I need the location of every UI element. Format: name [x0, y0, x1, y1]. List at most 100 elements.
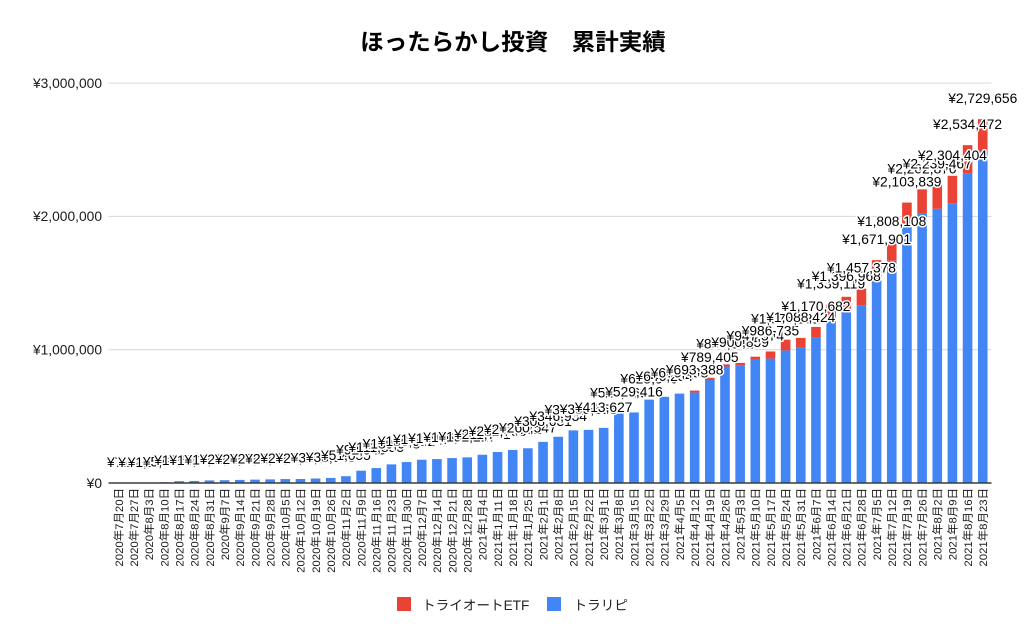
svg-text:2021: 2021	[735, 535, 747, 560]
svg-text:11: 11	[402, 524, 414, 536]
svg-text:2: 2	[341, 499, 353, 505]
svg-text:¥529,416: ¥529,416	[604, 384, 663, 399]
svg-text:2020: 2020	[432, 548, 444, 573]
svg-text:3: 3	[599, 517, 611, 523]
svg-text:¥179,400: ¥179,400	[407, 431, 466, 446]
svg-text:¥139,648: ¥139,648	[362, 436, 421, 451]
svg-text:6: 6	[811, 517, 823, 523]
svg-text:2021: 2021	[796, 541, 808, 566]
svg-text:2021: 2021	[948, 535, 960, 560]
svg-text:2021: 2021	[872, 535, 884, 560]
svg-text:2021: 2021	[720, 541, 732, 566]
svg-text:19: 19	[902, 499, 914, 512]
svg-text:22: 22	[584, 499, 596, 512]
svg-text:¥693,388: ¥693,388	[665, 363, 724, 378]
svg-text:12: 12	[690, 499, 702, 512]
svg-text:6: 6	[857, 523, 869, 529]
svg-text:1: 1	[508, 523, 520, 529]
svg-text:12: 12	[447, 523, 459, 536]
svg-text:2021: 2021	[629, 541, 641, 566]
svg-text:26: 26	[720, 499, 732, 512]
svg-text:11: 11	[387, 524, 399, 536]
svg-text:5: 5	[675, 499, 687, 505]
svg-text:20: 20	[114, 499, 126, 512]
svg-text:4: 4	[705, 523, 717, 529]
svg-text:2021: 2021	[842, 541, 854, 566]
svg-text:¥890,041: ¥890,041	[695, 336, 754, 351]
svg-text:2021: 2021	[523, 541, 535, 566]
svg-text:¥192,217: ¥192,217	[437, 429, 496, 444]
svg-text:2020: 2020	[235, 541, 247, 566]
svg-text:3: 3	[614, 517, 626, 523]
svg-text:1: 1	[523, 523, 535, 529]
svg-text:11: 11	[356, 518, 368, 530]
svg-text:¥398,555: ¥398,555	[559, 402, 618, 417]
svg-text:8: 8	[174, 523, 186, 529]
svg-text:2021: 2021	[554, 535, 566, 560]
svg-text:2021: 2021	[538, 535, 550, 560]
svg-text:2020: 2020	[265, 541, 277, 566]
svg-text:21: 21	[447, 499, 459, 512]
svg-text:2020: 2020	[281, 541, 293, 566]
svg-text:9: 9	[356, 499, 368, 505]
svg-text:2021: 2021	[857, 541, 869, 566]
svg-text:¥33,800: ¥33,800	[290, 450, 341, 465]
svg-text:10: 10	[326, 523, 338, 536]
svg-text:2020: 2020	[387, 548, 399, 573]
svg-text:31: 31	[796, 499, 808, 512]
svg-text:6: 6	[826, 523, 838, 529]
svg-text:¥19,530: ¥19,530	[184, 452, 235, 467]
svg-text:¥211,741: ¥211,741	[453, 427, 511, 442]
svg-text:8: 8	[933, 517, 945, 523]
svg-text:2021: 2021	[826, 541, 838, 566]
svg-text:9: 9	[220, 517, 232, 523]
svg-text:2020: 2020	[417, 541, 429, 566]
svg-text:2020: 2020	[296, 548, 308, 573]
svg-text:¥21,030: ¥21,030	[199, 452, 250, 467]
svg-text:¥177: ¥177	[117, 455, 149, 470]
svg-text:8: 8	[978, 523, 990, 529]
svg-text:5: 5	[751, 523, 763, 529]
svg-text:¥1,075,381: ¥1,075,381	[750, 312, 820, 327]
svg-text:¥260,547: ¥260,547	[498, 420, 557, 435]
svg-text:9: 9	[250, 523, 262, 529]
svg-text:7: 7	[917, 523, 929, 529]
svg-text:¥2,534,472: ¥2,534,472	[932, 117, 1002, 132]
svg-text:¥1,000,000: ¥1,000,000	[32, 343, 102, 358]
svg-text:¥1,457,378: ¥1,457,378	[826, 261, 896, 276]
svg-text:2020: 2020	[190, 541, 202, 566]
svg-text:¥29,542: ¥29,542	[259, 451, 310, 466]
svg-text:23: 23	[387, 499, 399, 512]
svg-text:2020: 2020	[447, 548, 459, 573]
svg-text:2: 2	[554, 517, 566, 523]
svg-text:7: 7	[872, 517, 884, 523]
svg-text:¥413,627: ¥413,627	[574, 400, 633, 415]
svg-text:12: 12	[296, 499, 308, 512]
svg-text:2021: 2021	[781, 541, 793, 566]
svg-text:8: 8	[144, 517, 156, 523]
svg-text:8: 8	[159, 523, 171, 529]
svg-text:¥3,000,000: ¥3,000,000	[32, 76, 102, 91]
svg-text:8: 8	[614, 499, 626, 505]
svg-text:2020: 2020	[114, 541, 126, 566]
svg-text:5: 5	[735, 517, 747, 523]
svg-text:3: 3	[660, 523, 672, 529]
svg-text:1: 1	[538, 499, 550, 505]
svg-text:8: 8	[205, 523, 217, 529]
svg-text:14: 14	[235, 499, 247, 512]
svg-text:2020: 2020	[220, 535, 232, 560]
svg-text:19: 19	[311, 499, 323, 512]
svg-text:2021: 2021	[569, 541, 581, 566]
svg-text:¥2,103,839: ¥2,103,839	[871, 175, 941, 190]
svg-text:26: 26	[917, 499, 929, 512]
svg-text:3: 3	[144, 499, 156, 505]
svg-text:2021: 2021	[584, 541, 596, 566]
svg-text:5: 5	[781, 523, 793, 529]
svg-text:7: 7	[811, 499, 823, 505]
svg-text:3: 3	[735, 499, 747, 505]
svg-text:1: 1	[599, 499, 611, 505]
svg-text:7: 7	[887, 523, 899, 529]
svg-text:31: 31	[205, 499, 217, 512]
svg-text:16: 16	[372, 499, 384, 512]
svg-text:23: 23	[978, 499, 990, 512]
